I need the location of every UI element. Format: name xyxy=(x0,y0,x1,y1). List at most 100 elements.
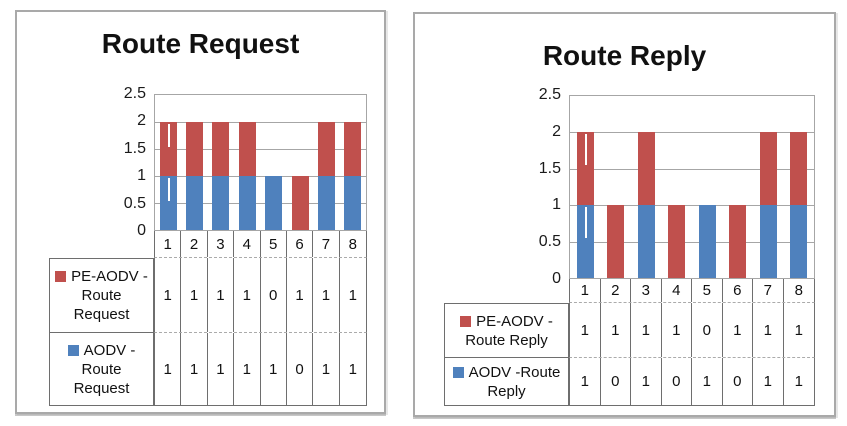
value-cell: 1 xyxy=(794,373,803,390)
value-cell: 1 xyxy=(313,333,340,405)
bar-segment xyxy=(186,122,203,176)
category-cell: 4 xyxy=(234,231,261,257)
legend-label-line: Route xyxy=(81,361,122,378)
bar-segment xyxy=(577,132,594,205)
value-cell: 1 xyxy=(631,358,662,405)
legend-label: AODV - xyxy=(83,342,136,359)
error-bar-whisker xyxy=(168,124,170,147)
bar-segment xyxy=(318,122,335,176)
error-bar-whisker xyxy=(168,178,170,201)
bar-segment xyxy=(760,132,777,205)
route-request-chart-panel: Route Request 2.5 2 1.5 1 0.5 0 1 2 3 4 5 6 7 8 1 1 1 1 0 1… xyxy=(15,10,386,414)
value-cell: 1 xyxy=(234,258,261,332)
bar-segment xyxy=(607,205,624,278)
gridline xyxy=(570,169,814,170)
legend-color-swatch-icon xyxy=(460,315,472,327)
category-cell: 5 xyxy=(261,231,287,257)
y-axis-tick-label: 1.5 xyxy=(538,159,561,177)
value-cell: 1 xyxy=(601,303,631,357)
plot-area xyxy=(569,95,815,279)
legend-first-line: AODV -Route xyxy=(452,363,561,382)
value-cell: 1 xyxy=(794,321,803,339)
value-cell: 1 xyxy=(631,303,662,357)
legend-first-line: PE-AODV - xyxy=(55,267,148,286)
value-cell: 1 xyxy=(570,358,601,405)
y-axis-tick-label: 2.5 xyxy=(538,86,561,103)
chart-title: Route Request xyxy=(101,28,300,59)
legend-color-swatch-icon xyxy=(55,271,67,282)
bar-segment xyxy=(239,122,256,176)
gridline xyxy=(155,176,366,177)
value-cell: 1 xyxy=(155,258,182,332)
value-cell: 1 xyxy=(155,333,182,405)
legend-key-cell: AODV - Route Request xyxy=(50,333,153,406)
value-cell: 1 xyxy=(570,303,601,357)
category-cell: 8 xyxy=(348,235,357,253)
y-axis-tick-label: 0.5 xyxy=(538,233,561,251)
legend-label: PE-AODV - xyxy=(71,268,148,285)
value-cell: 0 xyxy=(662,358,692,405)
bar-segment xyxy=(212,176,229,230)
value-cell: 1 xyxy=(313,258,340,332)
chart-title: Route Reply xyxy=(542,40,707,71)
bar-segment xyxy=(699,205,716,278)
value-cell: 1 xyxy=(348,360,357,378)
value-cell: 1 xyxy=(287,258,314,332)
legend-label: PE-AODV - xyxy=(476,312,553,330)
bar-segment xyxy=(790,132,807,205)
value-cell: 1 xyxy=(208,258,235,332)
category-cell: 6 xyxy=(287,231,314,257)
legend-color-swatch-icon xyxy=(67,345,79,356)
value-cell: 1 xyxy=(234,333,261,405)
y-axis-tick-label: 0 xyxy=(552,270,561,287)
gridline xyxy=(570,205,814,206)
legend-color-swatch-icon xyxy=(452,367,464,378)
category-cell: 2 xyxy=(181,231,208,257)
y-axis-tick-label: 2 xyxy=(552,122,561,140)
y-axis-tick-label: 0.5 xyxy=(123,194,146,212)
legend-label-line: Route Reply xyxy=(465,331,548,349)
category-cell: 3 xyxy=(631,279,662,302)
bar-segment xyxy=(265,176,282,230)
chart-body: 2.5 2 1.5 1 0.5 0 1 2 3 4 5 6 7 8 1 1 1 1 0 1 1 1 1 1 1 1 1 0 1 1 PE-A… xyxy=(17,12,384,412)
category-cell: 8 xyxy=(794,282,803,299)
error-bar-whisker xyxy=(585,134,587,165)
legend-label-line: Route xyxy=(81,287,122,304)
legend-column: PE-AODV - Route Request AODV - Route Request xyxy=(49,258,154,406)
y-axis-tick-label: 1 xyxy=(552,196,561,214)
legend-label-line: Request xyxy=(73,380,130,397)
legend-label: AODV -Route xyxy=(468,364,561,381)
bar-segment xyxy=(212,122,229,176)
gridline xyxy=(570,132,814,133)
bar-segment xyxy=(318,176,335,230)
legend-label-line: Reply xyxy=(487,383,526,400)
value-cell: 1 xyxy=(692,358,723,405)
bar-segment xyxy=(292,176,309,230)
legend-first-line: PE-AODV - xyxy=(460,312,553,331)
bar-segment xyxy=(638,132,655,205)
route-reply-chart-panel: Route Reply 2.5 2 1.5 1 0.5 0 1 2 3 4 5 6 7 8 1 1 1 1 0 1 1 1… xyxy=(413,12,836,417)
category-cell: 2 xyxy=(601,279,631,302)
value-cell: 0 xyxy=(287,333,314,405)
value-cell: 0 xyxy=(261,258,287,332)
gridline xyxy=(155,203,366,204)
category-cell: 7 xyxy=(753,279,784,302)
chart-body: 2.5 2 1.5 1 0.5 0 1 2 3 4 5 6 7 8 1 1 1 1 0 1 1 1 1 0 1 0 1 0 1 1 PE-A… xyxy=(415,14,834,415)
value-cell: 1 xyxy=(348,286,357,304)
value-cell: 1 xyxy=(723,303,753,357)
y-axis-tick-label: 1 xyxy=(137,167,146,185)
value-cell: 1 xyxy=(181,258,208,332)
value-cell: 0 xyxy=(601,358,631,405)
bar-segment xyxy=(760,205,777,278)
bar-segment xyxy=(577,205,594,278)
category-cell: 6 xyxy=(723,279,753,302)
y-axis-tick-label: 1.5 xyxy=(123,139,146,157)
category-cell: 1 xyxy=(570,279,601,302)
value-cell: 1 xyxy=(261,333,287,405)
gridline xyxy=(155,149,366,150)
